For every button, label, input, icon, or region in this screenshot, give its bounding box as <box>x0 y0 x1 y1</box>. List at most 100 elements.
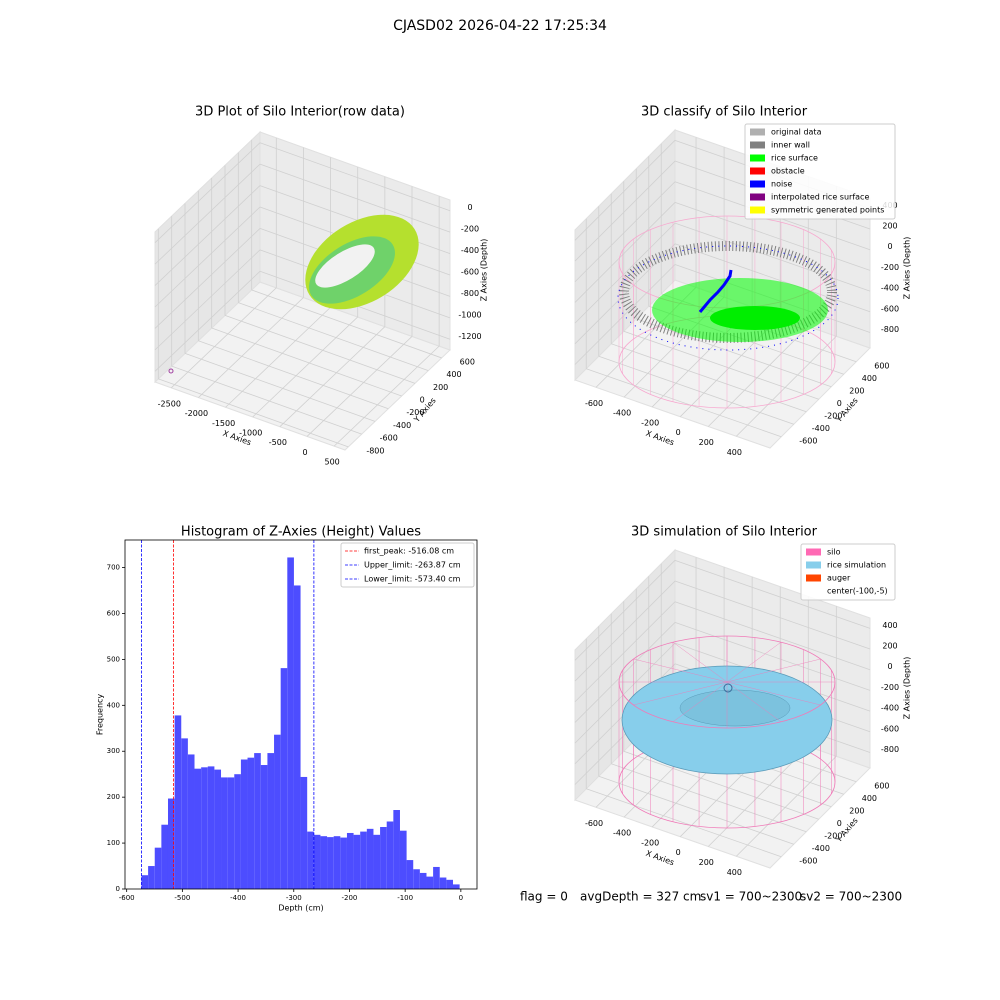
legend-label: rice simulation <box>827 561 886 570</box>
grid-line <box>674 580 871 650</box>
legend-label: Upper_limit: -263.87 cm <box>364 561 461 570</box>
y-tick-label: 600 <box>874 361 889 370</box>
y-tick-label: -200 <box>406 408 424 417</box>
legend-swatch <box>806 574 821 582</box>
grid-line <box>154 249 261 351</box>
grid-line <box>259 163 451 233</box>
grid-line <box>574 181 676 283</box>
bar <box>413 869 420 889</box>
z-tick-label: 0 <box>887 662 892 671</box>
bar <box>254 753 261 889</box>
bar <box>386 821 394 889</box>
grid-line <box>154 163 261 265</box>
x-tick-label: -1500 <box>212 419 235 428</box>
x-tick-label: 0 <box>459 894 463 902</box>
y-tick-label: 600 <box>460 357 475 366</box>
z-tick-label: -800 <box>461 289 479 298</box>
grid-line <box>198 297 304 398</box>
bar <box>333 836 341 889</box>
bar <box>240 759 248 889</box>
z-tick-label: 0 <box>467 203 472 212</box>
grid-line <box>198 340 389 410</box>
z-tick-label: 200 <box>882 642 897 651</box>
y-tick-label: -600 <box>799 436 817 445</box>
bar <box>320 836 328 889</box>
bar <box>167 798 175 889</box>
grid-line <box>674 559 871 629</box>
y-tick-label: 200 <box>849 806 864 815</box>
bar <box>207 766 215 889</box>
z-axis-label: Z Axies (Depth) <box>903 657 912 720</box>
bar <box>194 768 202 889</box>
outlier-point <box>168 368 174 374</box>
z-tick-label: 200 <box>882 222 897 231</box>
grid-line <box>259 142 451 212</box>
y-tick-label: 200 <box>433 383 448 392</box>
bar <box>161 824 168 889</box>
x-tick-label: 0 <box>302 448 307 457</box>
grid-line <box>574 601 676 703</box>
plot-frame <box>124 539 478 890</box>
x-tick-label: -200 <box>641 418 659 427</box>
x-tick-label: -500 <box>269 438 287 447</box>
x-tick-label: -400 <box>613 409 631 418</box>
grid-line <box>238 302 429 372</box>
grid-line <box>171 365 362 435</box>
grid-line <box>674 622 871 691</box>
title: Histogram of Z-Axies (Height) Values <box>181 525 421 540</box>
x-tick-label: -100 <box>397 894 413 902</box>
grid-line <box>611 763 807 833</box>
y-tick-label: -400 <box>393 421 411 430</box>
x-tick-label: -2500 <box>158 399 181 408</box>
silo-wireframe <box>726 658 821 683</box>
z-tick-label: -200 <box>461 225 479 234</box>
grid-line <box>623 750 819 820</box>
grid-line <box>154 185 261 286</box>
x-tick-label: 400 <box>727 868 742 877</box>
grid-line <box>225 306 331 408</box>
grid-line <box>736 755 837 857</box>
bar <box>406 860 414 889</box>
bar <box>174 715 182 889</box>
bar <box>187 754 195 889</box>
bar <box>287 557 294 889</box>
bar <box>380 827 387 889</box>
z-tick-label: -400 <box>461 246 479 255</box>
z-tick-label: -600 <box>461 268 479 277</box>
bar <box>433 866 440 889</box>
bar <box>293 585 301 889</box>
z-axis-label: Z Axies (Depth) <box>903 237 912 300</box>
bar <box>373 834 381 889</box>
x-tick-label: -600 <box>585 819 603 828</box>
x-tick-label: -2000 <box>185 409 208 418</box>
bar <box>399 830 407 889</box>
bar <box>366 828 374 889</box>
grid-line <box>574 560 676 661</box>
bar <box>274 734 281 889</box>
y-tick-label: -400 <box>812 424 830 433</box>
bar <box>280 668 288 889</box>
z-tick-label: -600 <box>881 724 899 733</box>
bar <box>221 777 228 889</box>
legend-swatch <box>750 154 765 162</box>
grid-line <box>586 368 782 438</box>
grid-line <box>574 642 676 744</box>
legend-label: first_peak: -516.08 cm <box>364 547 454 556</box>
auger <box>723 683 733 693</box>
figure-title: CJASD02 2026-04-22 17:25:34 <box>393 18 607 34</box>
y-tick-label: 600 <box>107 609 120 617</box>
grid-line <box>574 202 676 303</box>
silo-wireframe <box>726 681 782 722</box>
legend-swatch <box>750 128 765 136</box>
status-text: sv1 = 700~2300 <box>700 890 802 904</box>
x-tick-label: 500 <box>325 458 340 467</box>
legend-label: symmetric generated points <box>771 206 884 215</box>
z-tick-label: -800 <box>881 745 899 754</box>
grid-line <box>171 287 277 389</box>
y-tick-label: 500 <box>107 655 120 663</box>
bar <box>247 757 255 889</box>
grid-line <box>674 243 871 313</box>
legend-swatch <box>750 180 765 188</box>
x-tick-label: 0 <box>676 848 681 857</box>
legend-label: noise <box>771 180 792 189</box>
